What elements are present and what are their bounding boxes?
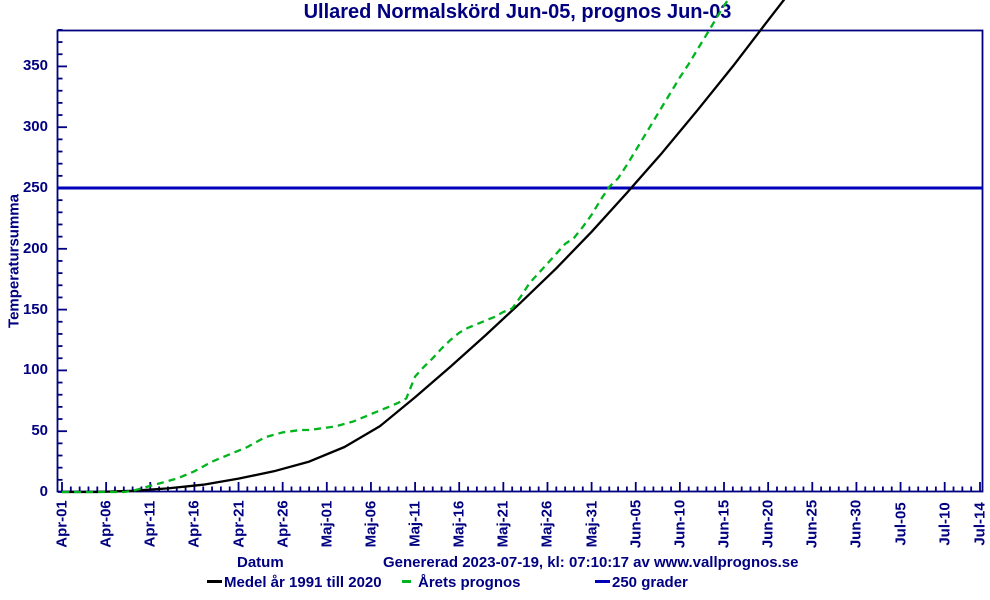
x-tick-label: Maj-26 — [538, 500, 556, 548]
y-tick-label: 200 — [22, 239, 48, 257]
y-tick-label: 300 — [22, 118, 48, 136]
x-tick-label: Apr-11 — [141, 500, 159, 548]
y-tick-label: 100 — [22, 361, 48, 379]
x-tick-label: Maj-06 — [362, 500, 380, 548]
y-tick-label: 0 — [39, 483, 48, 500]
legend-item: Medel år 1991 till 2020 — [207, 574, 382, 591]
x-tick-label: Jul-14 — [971, 502, 989, 546]
x-tick-label: Jun-10 — [671, 499, 689, 549]
legend-marker-icon — [207, 579, 222, 583]
x-tick-label: Apr-06 — [97, 500, 115, 548]
x-tick-label: Apr-21 — [230, 500, 248, 548]
x-tick-label: Jun-25 — [803, 499, 821, 549]
legend-marker-icon — [402, 579, 411, 583]
plot-frame — [56, 29, 984, 493]
x-tick-label: Maj-01 — [318, 500, 336, 548]
x-tick-label: Apr-16 — [185, 500, 203, 548]
y-tick-label: 50 — [31, 422, 48, 440]
x-tick-label: Jul-10 — [936, 502, 954, 546]
x-tick-label: Jun-15 — [715, 499, 733, 549]
x-tick-label: Apr-26 — [274, 500, 292, 548]
generated-caption: Genererad 2023-07-19, kl: 07:10:17 av ww… — [383, 554, 799, 571]
x-tick-label: Maj-21 — [494, 500, 512, 548]
legend-label: Årets prognos — [418, 574, 521, 591]
legend-label: 250 grader — [612, 574, 688, 591]
legend-item: 250 grader — [595, 574, 688, 591]
x-tick-label: Maj-11 — [406, 501, 424, 547]
series-line-1 — [62, 0, 730, 494]
y-tick-label: 250 — [22, 179, 48, 196]
legend-marker-icon — [595, 579, 610, 583]
legend-item: Årets prognos — [402, 574, 521, 591]
x-tick-label: Jun-20 — [759, 499, 777, 549]
legend-label: Medel år 1991 till 2020 — [224, 574, 382, 591]
x-axis-title: Datum — [237, 554, 284, 571]
x-tick-label: Apr-01 — [53, 500, 71, 548]
x-tick-label: Jul-05 — [892, 502, 910, 546]
y-tick-label: 150 — [22, 300, 48, 318]
series-line-0 — [62, 0, 786, 494]
y-tick-label: 350 — [22, 57, 48, 75]
x-tick-label: Maj-31 — [583, 500, 601, 548]
x-tick-label: Jun-05 — [627, 499, 645, 549]
x-tick-label: Maj-16 — [450, 500, 468, 548]
legend: Medel år 1991 till 2020 Årets prognos 250 … — [0, 574, 990, 596]
chart-title: Ullared Normalskörd Jun-05, prognos Jun-… — [303, 1, 732, 23]
x-tick-label: Jun-30 — [847, 499, 865, 549]
